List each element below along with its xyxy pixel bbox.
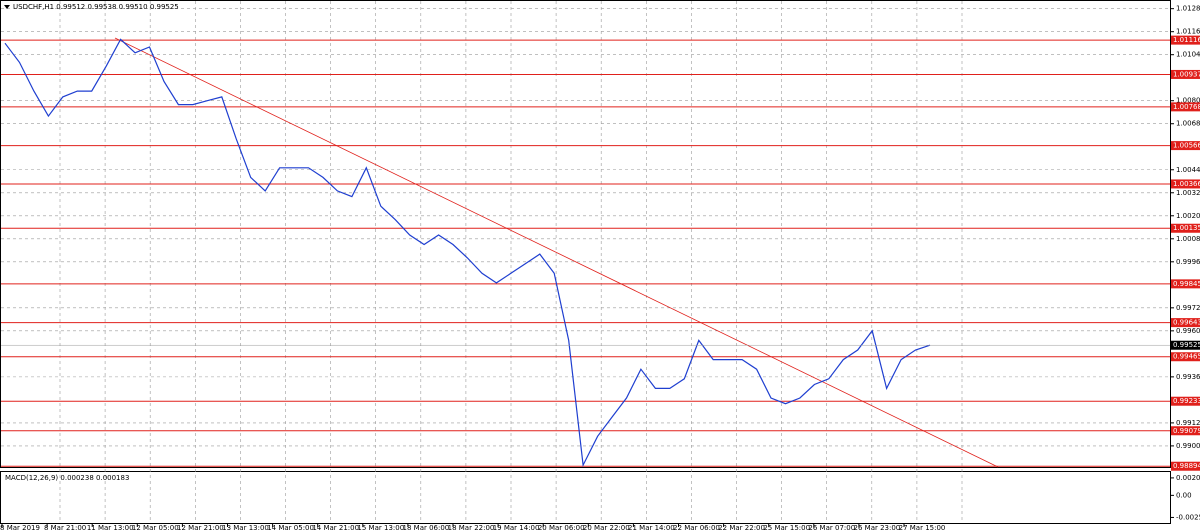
level-label-bg: [1171, 279, 1200, 289]
macd-tick-label: 0.002043: [1176, 474, 1200, 482]
price-panel: [0, 0, 1171, 468]
x-tick-label: 22 Mar 22:00: [718, 524, 765, 531]
level-label: 0.98894: [1173, 462, 1200, 470]
x-tick-label: 20 Mar 06:00: [538, 524, 585, 531]
level-label: 0.99643: [1173, 319, 1200, 327]
level-label-bg: [1171, 223, 1200, 233]
x-tick-label: 14 Mar 21:00: [312, 524, 359, 531]
menu-icon: [4, 5, 10, 9]
level-label-bg: [1171, 141, 1200, 151]
y-tick-label: 1.00320: [1176, 189, 1200, 197]
x-tick-label: 27 Mar 15:00: [899, 524, 946, 531]
x-tick-label: 18 Mar 22:00: [448, 524, 495, 531]
level-label: 1.00366: [1173, 180, 1200, 188]
x-tick-label: 26 Mar 23:00: [854, 524, 901, 531]
level-label: 0.99079: [1173, 427, 1200, 435]
level-label-bg: [1171, 461, 1200, 471]
x-tick-label: 14 Mar 05:00: [267, 524, 314, 531]
x-tick-label: 21 Mar 14:00: [628, 524, 675, 531]
y-tick-label: 1.00440: [1176, 166, 1200, 174]
x-tick-label: 8 Mar 2019: [0, 524, 40, 531]
x-tick-label: 11 Mar 13:00: [87, 524, 134, 531]
y-tick-label: 1.00680: [1176, 120, 1200, 128]
macd-tick-label: 0.00: [1176, 491, 1192, 499]
level-label: 0.99465: [1173, 353, 1200, 361]
x-tick-label: 22 Mar 06:00: [673, 524, 720, 531]
x-tick-label: 18 Mar 06:00: [403, 524, 450, 531]
x-tick-label: 15 Mar 13:00: [357, 524, 404, 531]
level-label-bg: [1171, 35, 1200, 45]
x-tick-label: 20 Mar 22:00: [583, 524, 630, 531]
current-price-label: 0.99525: [1173, 341, 1200, 349]
x-tick-label: 12 Mar 05:00: [132, 524, 179, 531]
macd-title: MACD(12,26,9) 0.000238 0.000183: [5, 474, 129, 482]
level-label: 1.00135: [1173, 224, 1200, 232]
price-line: [4, 38, 931, 468]
level-label: 0.99845: [1173, 280, 1200, 288]
level-label: 1.00566: [1173, 142, 1200, 150]
y-tick-label: 1.01040: [1176, 51, 1200, 59]
trend-line: [114, 37, 999, 468]
macd-tick-label: -0.002583: [1176, 513, 1200, 521]
y-tick-label: 1.01160: [1176, 28, 1200, 36]
level-label-bg: [1171, 102, 1200, 112]
level-label: 1.00768: [1173, 103, 1200, 111]
chart-title: USDCHF,H1 0.99512 0.99538 0.99510 0.9952…: [13, 3, 179, 11]
macd-panel: [0, 471, 1171, 524]
x-tick-label: 19 Mar 14:00: [493, 524, 540, 531]
x-tick-label: 12 Mar 21:00: [177, 524, 224, 531]
x-tick-label: 25 Mar 15:00: [763, 524, 810, 531]
plot: [4, 38, 931, 468]
level-label: 1.01116: [1173, 36, 1200, 44]
x-tick-label: 8 Mar 21:00: [44, 524, 86, 531]
level-label: 1.00937: [1173, 70, 1200, 78]
x-tick-label: 26 Mar 07:00: [808, 524, 855, 531]
level-label-bg: [1171, 179, 1200, 189]
current-price-bg: [1171, 340, 1200, 350]
x-tick-label: 13 Mar 13:00: [222, 524, 269, 531]
level-label-bg: [1171, 426, 1200, 436]
level-label-bg: [1171, 318, 1200, 328]
y-tick-label: 0.99000: [1176, 442, 1200, 450]
level-label-bg: [1171, 69, 1200, 79]
level-label-bg: [1171, 352, 1200, 362]
level-label: 0.99233: [1173, 397, 1200, 405]
y-tick-label: 1.00800: [1176, 97, 1200, 105]
level-label-bg: [1171, 396, 1200, 406]
grid: [1, 1, 1170, 523]
levels: [1, 39, 1170, 467]
price-axis: 1.01280 1.01160 1.01040 1.00800 1.00680 1.004…: [1, 5, 1200, 521]
y-tick-label: 1.01280: [1176, 5, 1200, 13]
